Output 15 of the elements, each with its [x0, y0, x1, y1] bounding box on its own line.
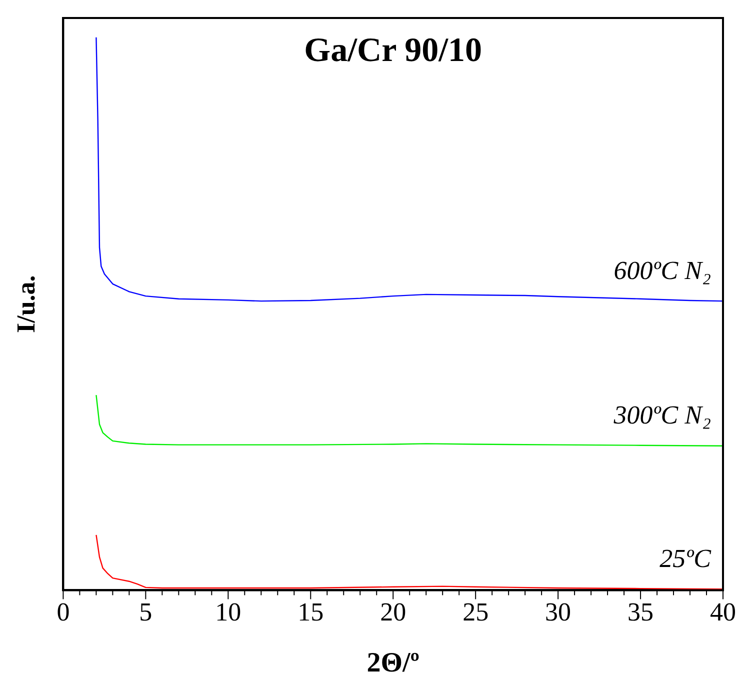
- x-axis-title: 2Θ/º: [366, 647, 420, 678]
- chart-title: Ga/Cr 90/10: [304, 32, 482, 69]
- series-label: 25ºC: [660, 544, 712, 573]
- x-tick-label: 0: [56, 598, 70, 627]
- x-tick-label: 30: [545, 598, 572, 627]
- x-tick-label: 5: [139, 598, 152, 627]
- series-label: 600ºC N₂: [614, 256, 711, 285]
- x-tick-label: 25: [462, 598, 489, 627]
- x-tick-label: 20: [380, 598, 406, 627]
- x-tick-label: 10: [215, 598, 242, 627]
- series-label: 300ºC N₂: [612, 400, 711, 430]
- x-tick-label: 35: [628, 598, 654, 627]
- y-axis-title: I/u.a.: [11, 275, 40, 334]
- x-tick-label: 15: [298, 598, 324, 627]
- x-tick-label: 40: [710, 598, 736, 627]
